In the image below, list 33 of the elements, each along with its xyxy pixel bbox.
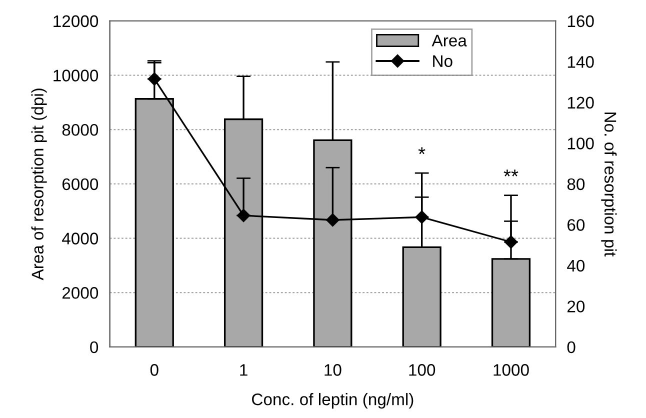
y-axis-title: Area of resorption pit (dpi) [31,88,47,280]
y-tick-label: 2000 [62,287,98,299]
y2-tick-label: 60 [568,219,585,231]
point [415,210,428,224]
y-tick-label: 6000 [62,178,98,190]
legend-label: No [433,55,452,68]
legend-label: Area [432,34,467,46]
point [326,213,340,227]
y-tick-label: 10000 [54,70,98,82]
y2-tick-label: 100 [568,138,594,150]
y2-tick-label: 80 [567,178,585,190]
annotation: ** [504,170,518,176]
y2-tick-label: 120 [568,96,594,109]
x-tick-label: 0 [150,364,158,376]
x-tick-label: 1 [240,364,248,376]
y2-tick-label: 40 [567,260,585,272]
x-tick-label: 100 [409,364,436,376]
y-tick-label: 4000 [62,232,98,244]
point [236,208,250,222]
y2-axis-title: No. of resorption pit [601,112,617,257]
y2-tick-label: 140 [568,56,594,68]
y2-tick-label: 160 [568,15,594,28]
y-tick-label: 12000 [54,15,98,28]
y-tick-label: 8000 [62,124,98,136]
x-tick-label: 10 [324,364,342,376]
y-tick-label: 0 [90,341,98,354]
y2-tick-label: 20 [568,300,585,312]
x-tick-label: 1000 [494,364,529,376]
point [148,72,161,86]
x-axis-title: Conc. of leptin (ng/ml) [252,393,414,409]
point [504,235,518,249]
y2-tick-label: 0 [567,341,576,354]
annotation: * [418,147,426,154]
